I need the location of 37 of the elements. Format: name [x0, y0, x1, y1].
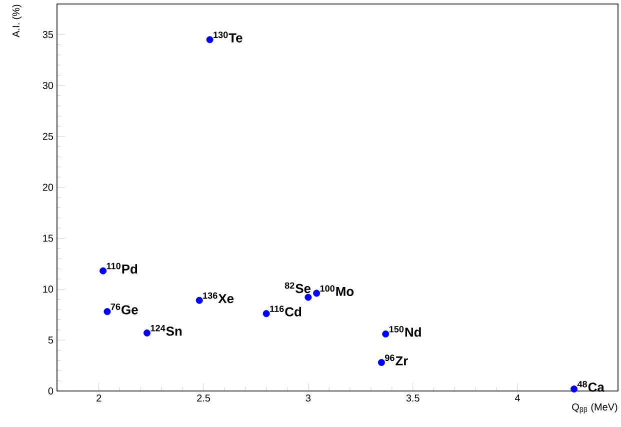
annotation: $^{100}$Mo [320, 285, 354, 296]
point [304, 294, 312, 301]
point [262, 310, 270, 318]
y-tick-label: 30 [42, 82, 54, 89]
point [382, 330, 390, 338]
point [104, 308, 111, 316]
point [313, 290, 320, 297]
y-tick-label: 20 [42, 184, 54, 191]
annotation: $^{116}$Cd [270, 306, 302, 316]
point [196, 296, 203, 304]
y-tick-label: 25 [42, 132, 54, 140]
y-axis-title: A.I. (%) [12, 4, 22, 38]
point [206, 36, 214, 44]
annotation: $^{96}$Zr [384, 354, 408, 366]
x-tick-label: 3 [306, 394, 311, 402]
point [144, 329, 151, 336]
annotation: $^{136}$Xe [203, 292, 234, 304]
annotation: $^{110}$Pd [106, 262, 138, 274]
x-tick-label: 2 [96, 394, 102, 402]
annotation: $^{48}$Ca [577, 380, 604, 392]
x-tick-label: 4 [514, 394, 520, 402]
annotation: $^{150}$Nd [389, 326, 421, 337]
y-tick-label: 0 [48, 387, 54, 395]
y-tick-label: 5 [48, 336, 54, 344]
x-tick-label: 3.5 [406, 394, 420, 402]
x-tick-label: 2.5 [197, 394, 210, 402]
annotation: $^{76}$Ge [110, 304, 138, 314]
annotation: $^{130}$Te [214, 32, 242, 42]
point [570, 385, 578, 392]
y-tick-label: 35 [42, 31, 54, 38]
y-tick-label: 15 [43, 234, 54, 242]
y-tick-label: 10 [43, 286, 54, 293]
point [378, 358, 385, 366]
x-axis-title: Q$_{ββ}$ (MeV) [572, 403, 618, 414]
point [100, 267, 107, 274]
annotation: $^{82}$Se [284, 282, 311, 294]
annotation: $^{124}$Sn [150, 324, 182, 336]
